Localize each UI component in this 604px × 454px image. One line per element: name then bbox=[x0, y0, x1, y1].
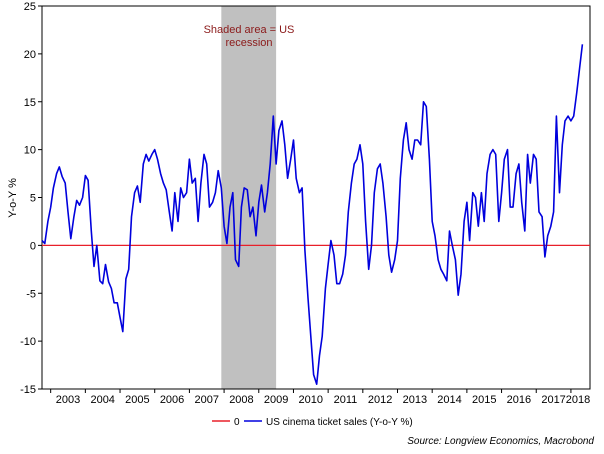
x-tick-label: 2005 bbox=[125, 394, 149, 406]
y-tick-label: 0 bbox=[30, 240, 36, 252]
recession-annotation-line-2: recession bbox=[225, 37, 272, 49]
legend: 0 US cinema ticket sales (Y-o-Y %) bbox=[212, 417, 413, 428]
y-tick-label: -5 bbox=[26, 288, 36, 300]
source-note: Source: Longview Economics, Macrobond bbox=[407, 436, 594, 447]
y-tick-label: -15 bbox=[20, 384, 36, 396]
y-tick-label: -10 bbox=[20, 336, 36, 348]
x-tick-label: 2014 bbox=[437, 394, 461, 406]
x-tick-label: 2013 bbox=[403, 394, 427, 406]
x-tick-label: 2010 bbox=[299, 394, 323, 406]
x-tick-label: 2011 bbox=[334, 394, 358, 406]
cinema-ticket-sales-line bbox=[41, 44, 584, 385]
x-tick-label: 2015 bbox=[472, 394, 496, 406]
y-tick-label: 5 bbox=[30, 193, 36, 205]
y-axis-label: Y-o-Y % bbox=[7, 178, 19, 218]
x-tick-label: 2016 bbox=[507, 394, 531, 406]
legend-label-zero: 0 bbox=[234, 417, 240, 428]
y-tick-label: 25 bbox=[24, 1, 36, 13]
x-tick-label: 2008 bbox=[229, 394, 253, 406]
x-tick-label: 2012 bbox=[368, 394, 392, 406]
y-tick-label: 10 bbox=[24, 145, 36, 157]
axes-layer: -15 -10 -5 0 5 10 15 20 25 2003 2004 2005 2006 2007 20… bbox=[20, 1, 591, 406]
x-tick-label: 2018 bbox=[566, 394, 590, 406]
x-tick-label: 2017 bbox=[541, 394, 565, 406]
x-tick-label: 2004 bbox=[90, 394, 114, 406]
recession-annotation-line-1: Shaded area = US bbox=[204, 24, 295, 36]
x-tick-label: 2007 bbox=[195, 394, 219, 406]
x-tick-label: 2006 bbox=[160, 394, 184, 406]
series-layer bbox=[41, 44, 590, 385]
x-tick-label: 2003 bbox=[56, 394, 80, 406]
legend-label-ticket-sales: US cinema ticket sales (Y-o-Y %) bbox=[266, 417, 413, 428]
x-tick-label: 2009 bbox=[264, 394, 288, 406]
y-tick-label: 15 bbox=[24, 97, 36, 109]
y-tick-label: 20 bbox=[24, 49, 36, 61]
